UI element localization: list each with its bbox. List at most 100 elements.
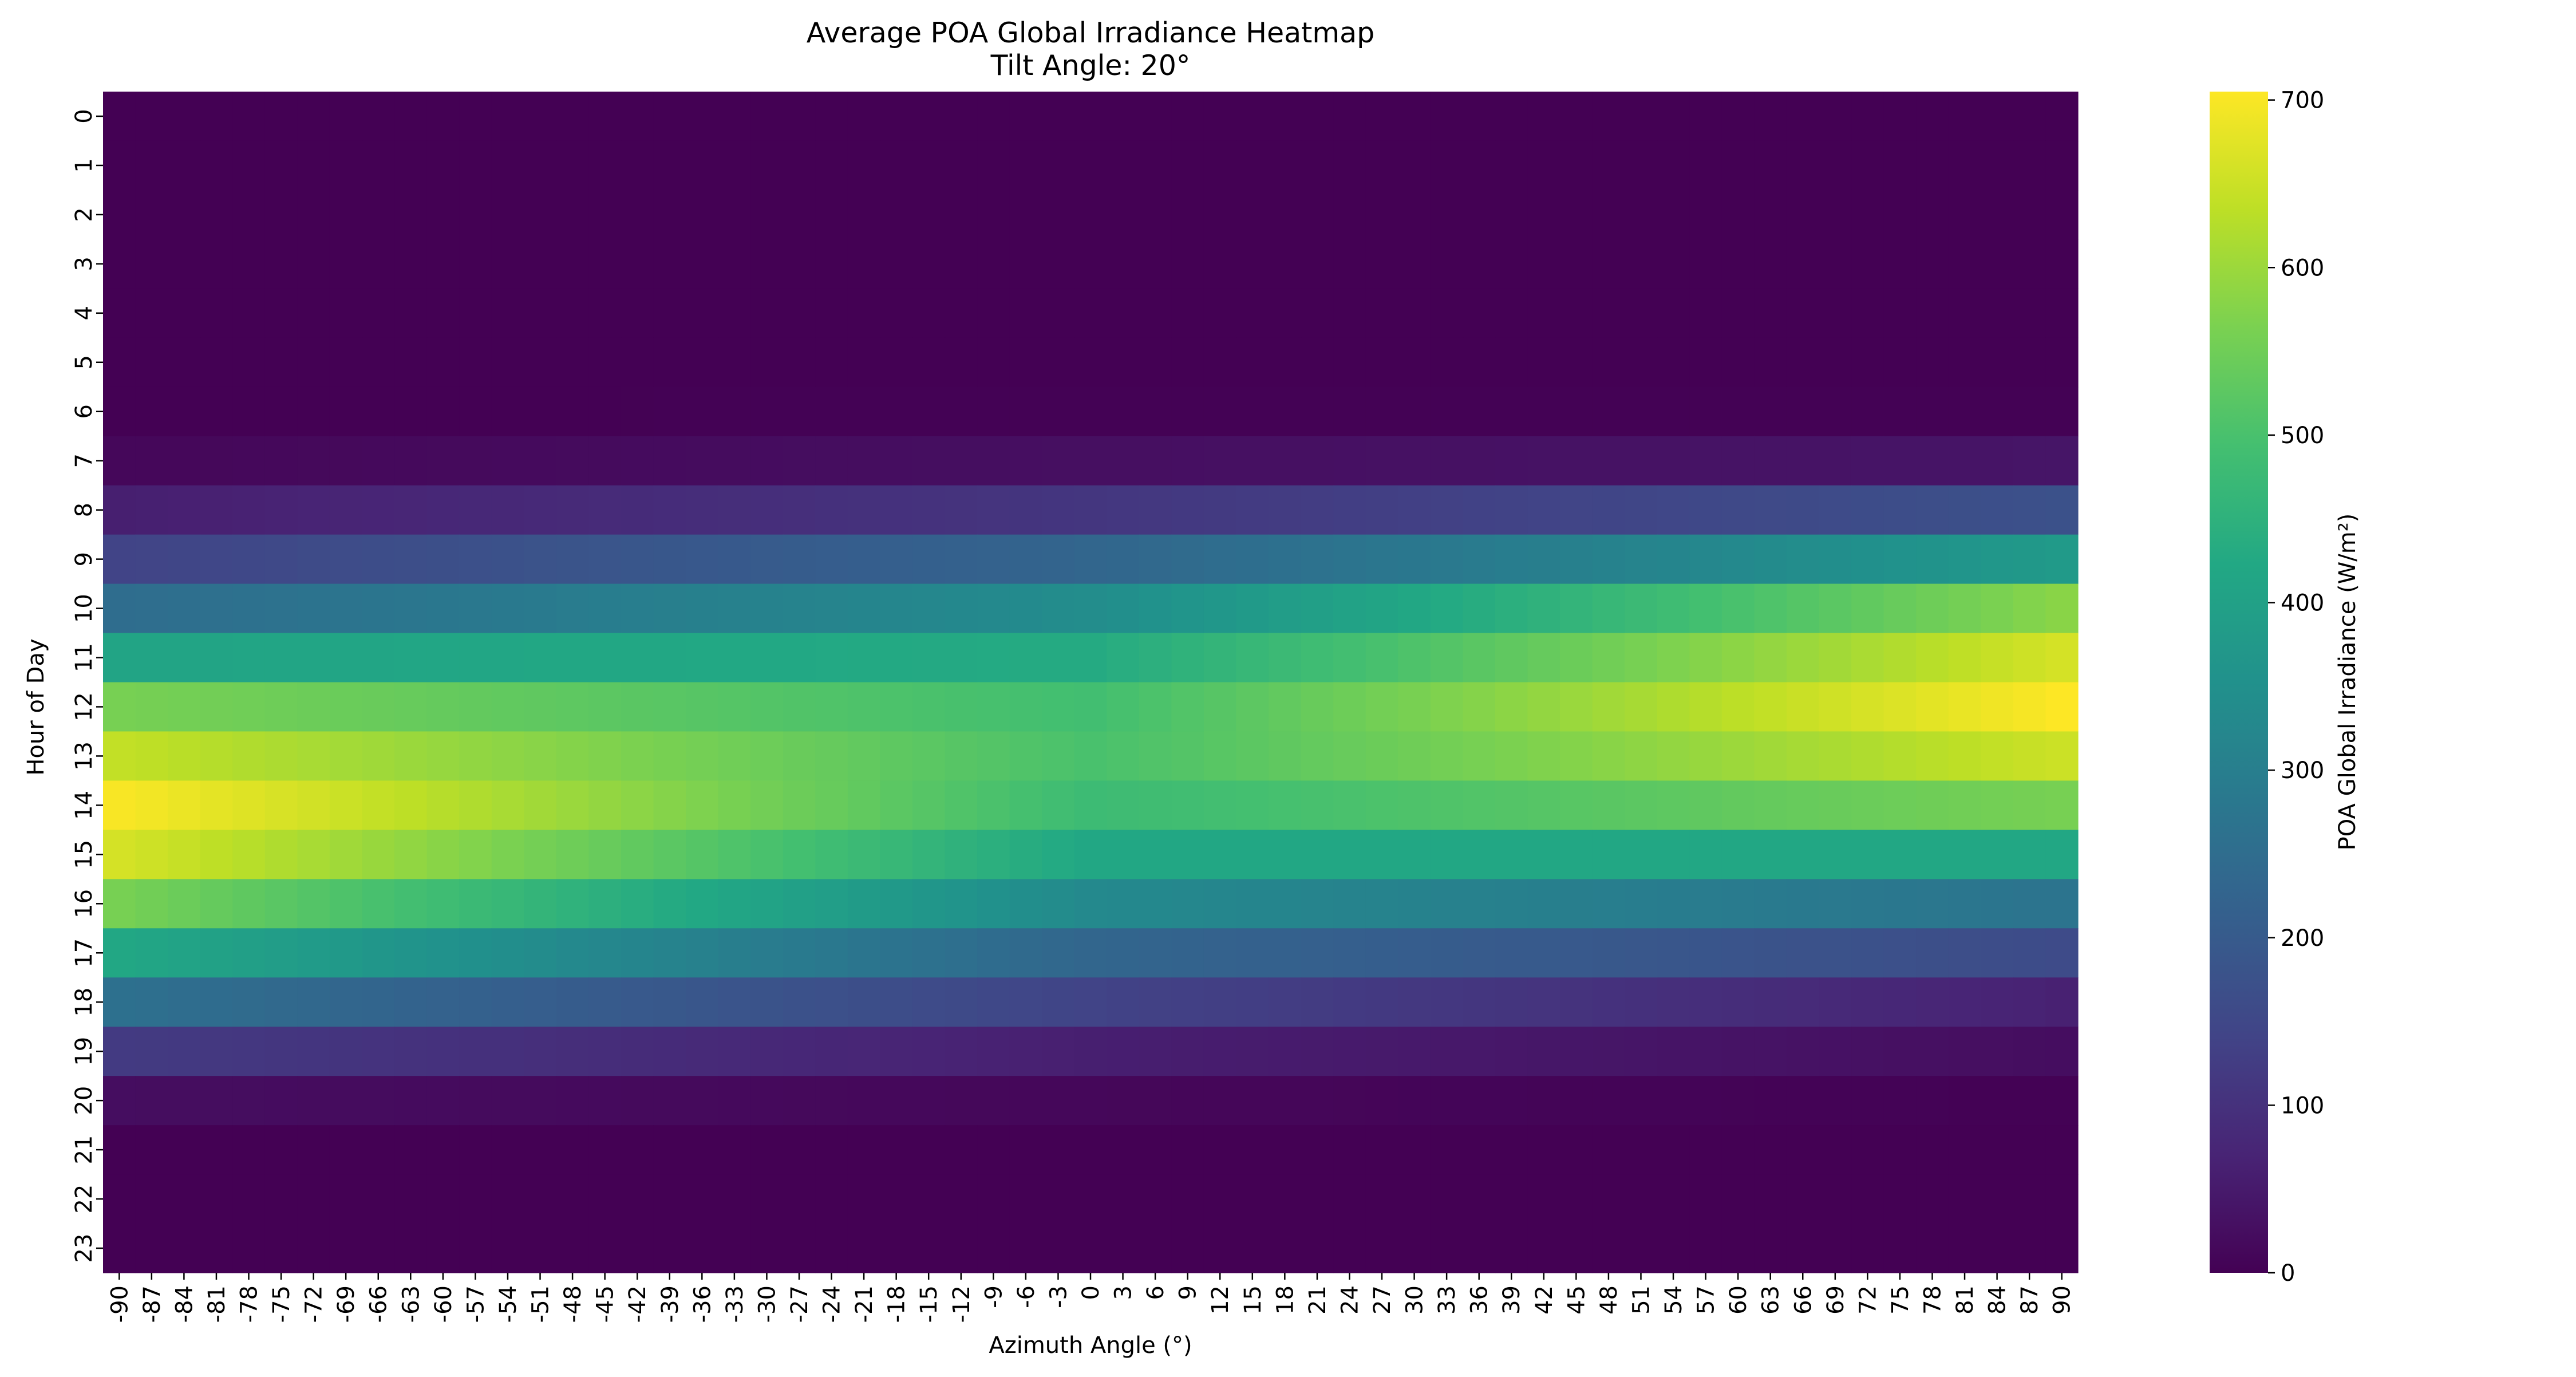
heatmap-cell xyxy=(264,337,298,388)
heatmap-cell xyxy=(135,92,168,141)
heatmap-cell xyxy=(491,534,524,585)
heatmap-cell xyxy=(556,239,589,289)
heatmap-cell xyxy=(815,731,848,782)
heatmap-cell xyxy=(1981,92,2014,141)
heatmap-cell xyxy=(556,140,589,191)
heatmap-cell xyxy=(135,682,168,732)
heatmap-cell xyxy=(653,928,686,978)
heatmap-cell xyxy=(1948,1125,1981,1175)
heatmap-cell xyxy=(1495,337,1528,388)
heatmap-cell xyxy=(524,780,557,830)
heatmap-cell xyxy=(783,1027,816,1076)
heatmap-cell xyxy=(103,1076,136,1126)
heatmap-cell xyxy=(232,1224,266,1273)
heatmap-cell xyxy=(1139,288,1172,338)
x-tick-label: 63 xyxy=(1758,1285,1784,1315)
heatmap-cell xyxy=(718,436,751,486)
x-tick-label: -9 xyxy=(981,1285,1007,1308)
heatmap-cell xyxy=(1916,386,1949,437)
y-tick-label: 10 xyxy=(71,594,97,623)
heatmap-cell xyxy=(1042,140,1075,191)
heatmap-cell xyxy=(556,682,589,732)
heatmap-cell xyxy=(880,140,913,191)
x-tick-label: -81 xyxy=(204,1285,230,1323)
heatmap-cell xyxy=(847,92,880,141)
heatmap-cell xyxy=(459,190,492,240)
x-tick-label: 69 xyxy=(1823,1285,1849,1315)
heatmap-cell xyxy=(168,1174,201,1224)
heatmap-cell xyxy=(1398,928,1431,978)
heatmap-cell xyxy=(1754,386,1787,437)
heatmap-cell xyxy=(2045,190,2079,240)
heatmap-cell xyxy=(1171,1027,1204,1076)
heatmap-cell xyxy=(1139,190,1172,240)
heatmap-cell xyxy=(1269,682,1302,732)
heatmap-cell xyxy=(200,682,233,732)
heatmap-cell xyxy=(394,633,428,683)
heatmap-cell xyxy=(329,436,363,486)
heatmap-cell xyxy=(1365,830,1398,879)
heatmap-cell xyxy=(1236,534,1269,585)
heatmap-cell xyxy=(1463,1076,1496,1126)
heatmap-cell xyxy=(653,977,686,1027)
heatmap-cell xyxy=(653,830,686,879)
x-tick-label: 39 xyxy=(1499,1285,1525,1315)
heatmap-cell xyxy=(362,288,395,338)
heatmap-cell xyxy=(1689,731,1722,782)
heatmap-cell xyxy=(1657,534,1690,585)
heatmap-cell xyxy=(1981,436,2014,486)
heatmap-cell xyxy=(1463,140,1496,191)
heatmap-cell xyxy=(945,485,978,535)
heatmap-cell xyxy=(1269,436,1302,486)
heatmap-cell xyxy=(1236,239,1269,289)
heatmap-cell xyxy=(1657,977,1690,1027)
heatmap-cell xyxy=(1527,1125,1560,1175)
heatmap-cell xyxy=(1463,1125,1496,1175)
heatmap-cell xyxy=(1495,633,1528,683)
heatmap-cell xyxy=(1527,436,1560,486)
heatmap-cell xyxy=(1851,140,1884,191)
heatmap-cell xyxy=(168,879,201,929)
heatmap-cell xyxy=(135,485,168,535)
heatmap-cell xyxy=(1819,583,1852,634)
heatmap-cell xyxy=(653,436,686,486)
heatmap-cell xyxy=(1786,1076,1820,1126)
heatmap-cell xyxy=(880,633,913,683)
heatmap-cell xyxy=(1430,633,1464,683)
heatmap-cell xyxy=(815,534,848,585)
heatmap-cell xyxy=(621,1027,654,1076)
heatmap-cell xyxy=(1203,534,1237,585)
heatmap-cell xyxy=(1009,583,1042,634)
heatmap-cell xyxy=(1786,682,1820,732)
heatmap-cell xyxy=(1819,633,1852,683)
x-tick-label: 75 xyxy=(1887,1285,1914,1315)
heatmap-cell xyxy=(1560,1125,1593,1175)
heatmap-cell xyxy=(847,288,880,338)
heatmap-cell xyxy=(264,977,298,1027)
heatmap-cell xyxy=(232,337,266,388)
heatmap-cell xyxy=(945,1027,978,1076)
x-tick-label: 51 xyxy=(1628,1285,1654,1315)
heatmap-cell xyxy=(2045,337,2079,388)
heatmap-cell xyxy=(815,1027,848,1076)
heatmap-cell xyxy=(459,239,492,289)
heatmap-cell xyxy=(750,1224,784,1273)
heatmap-cell xyxy=(426,1125,460,1175)
x-tick-label: 48 xyxy=(1596,1285,1622,1315)
heatmap-cell xyxy=(1916,977,1949,1027)
heatmap-cell xyxy=(1365,879,1398,929)
heatmap-cell xyxy=(945,534,978,585)
heatmap-cell xyxy=(880,1174,913,1224)
heatmap-cell xyxy=(1721,780,1755,830)
x-tick-label: -27 xyxy=(787,1285,813,1323)
heatmap-cell xyxy=(847,731,880,782)
heatmap-cell xyxy=(1657,485,1690,535)
heatmap-cell xyxy=(556,977,589,1027)
heatmap-cell xyxy=(1786,386,1820,437)
heatmap-cell xyxy=(815,485,848,535)
heatmap-cell xyxy=(1042,633,1075,683)
heatmap-cell xyxy=(653,583,686,634)
heatmap-cell xyxy=(1398,239,1431,289)
heatmap-cell xyxy=(1171,190,1204,240)
heatmap-cell xyxy=(200,879,233,929)
